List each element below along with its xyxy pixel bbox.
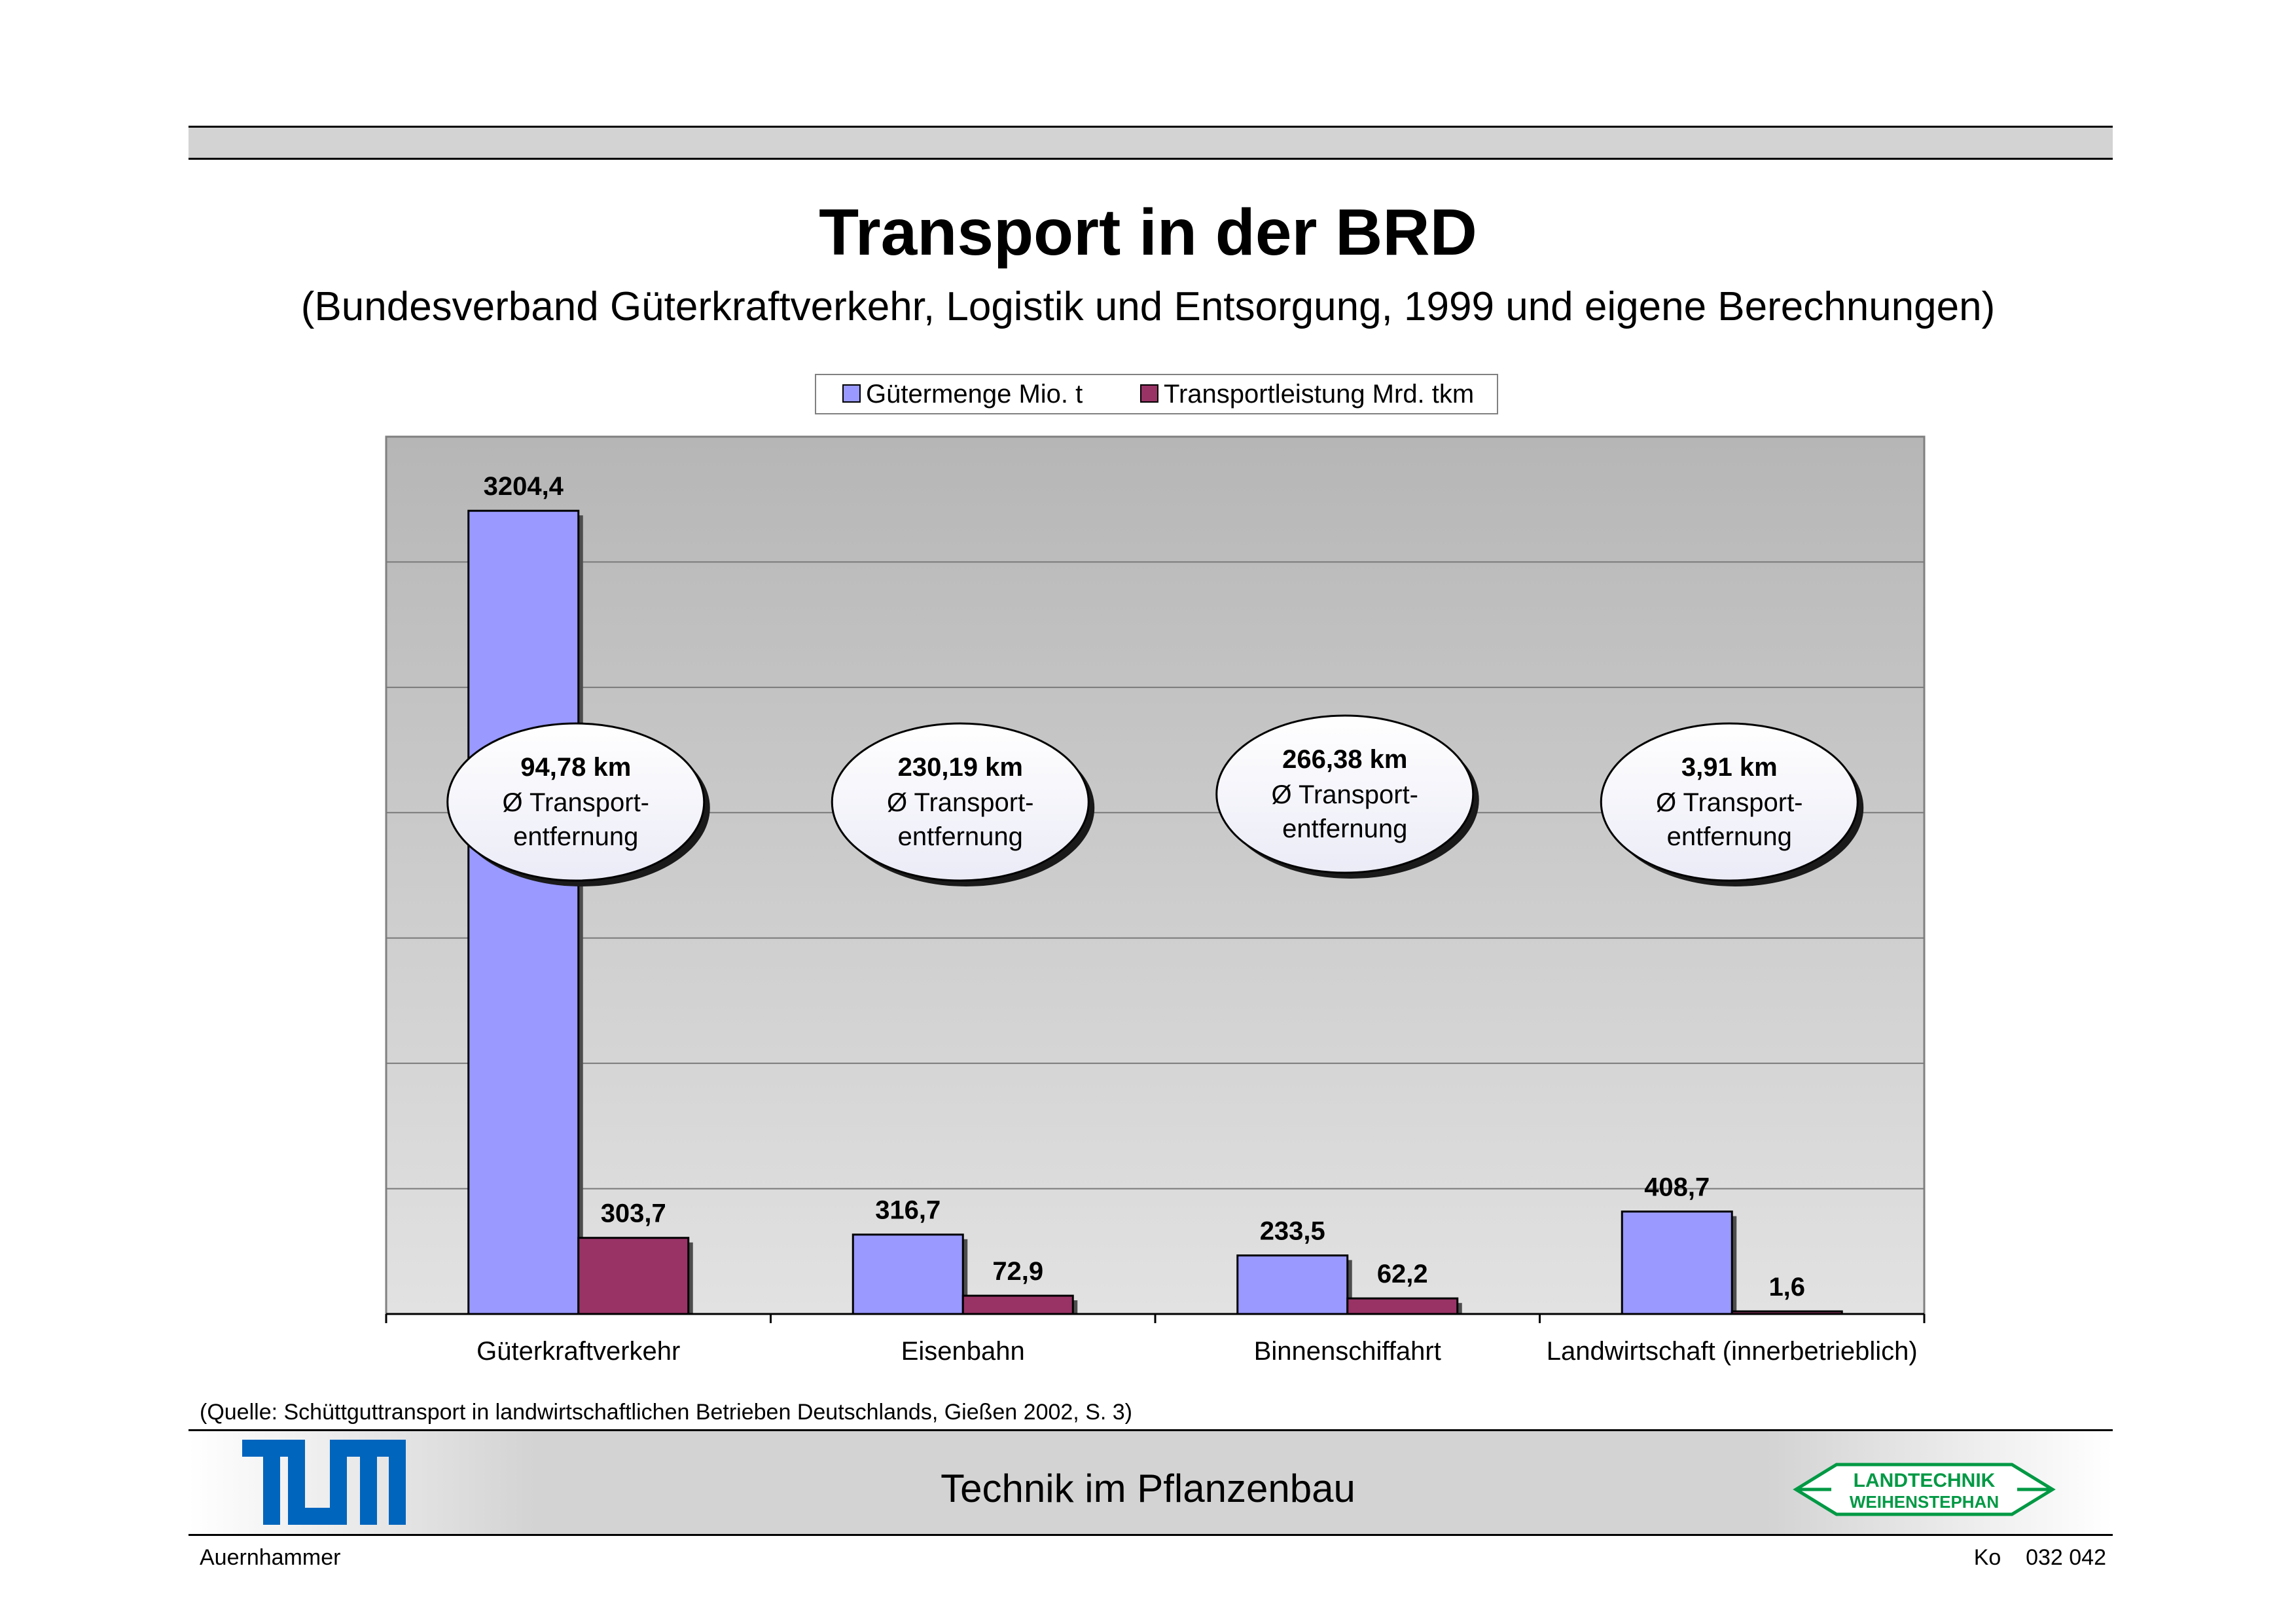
legend-item-guetermenge: Gütermenge Mio. t: [842, 375, 1083, 413]
chart-legend: Gütermenge Mio. t Transportleistung Mrd.…: [815, 374, 1498, 414]
legend-label-transportleistung: Transportleistung Mrd. tkm: [1164, 380, 1475, 409]
annotation-ellipse-4: 3,91 km Ø Transport-entfernung: [1600, 722, 1864, 886]
landtechnik-weihenstephan-logo: LANDTECHNIK WEIHENSTEPHAN: [1793, 1463, 2056, 1516]
x-tick-label-binnenschiffahrt: Binnenschiffahrt: [1254, 1337, 1441, 1366]
data-label-landwirtschaft-innerbetrieblich-series-1: 408,7: [1644, 1173, 1710, 1202]
annotation-ellipse-3: 266,38 km Ø Transport-entfernung: [1215, 714, 1479, 879]
bar-binnenschiffahrt-series-1: [1236, 1254, 1349, 1315]
legend-item-transportleistung: Transportleistung Mrd. tkm: [1140, 375, 1474, 413]
annotation-label-line2: entfernung: [1282, 814, 1407, 843]
annotation-distance: 266,38 km: [1282, 745, 1407, 774]
footer-author: Auernhammer: [200, 1545, 341, 1570]
source-note: (Quelle: Schüttguttransport in landwirts…: [200, 1400, 1132, 1425]
annotation-label-line2: entfernung: [513, 822, 638, 851]
annotation-ellipse-1: 94,78 km Ø Transport-entfernung: [446, 722, 710, 886]
footer-band: [188, 1429, 2113, 1536]
annotation-label-line2: entfernung: [1667, 822, 1792, 851]
data-label-binnenschiffahrt-series-2: 62,2: [1377, 1260, 1428, 1288]
annotation-bubble: [1215, 714, 1475, 874]
bar-eisenbahn-series-2: [961, 1294, 1074, 1315]
annotation-label-line1: Ø Transport-: [1271, 780, 1418, 809]
annotation-bubble: [446, 722, 706, 882]
footer-slide-code: Ko 032 042: [1973, 1545, 2106, 1570]
annotation-distance: 230,19 km: [898, 753, 1023, 782]
x-tick-label-landwirtschaft-innerbetrieblich: Landwirtschaft (innerbetrieblich): [1547, 1337, 1918, 1366]
page-title: Transport in der BRD: [819, 196, 1477, 269]
legend-label-guetermenge: Gütermenge Mio. t: [866, 380, 1083, 409]
data-label-g-terkraftverkehr-series-1: 3204,4: [484, 472, 564, 501]
bar-landwirtschaft-innerbetrieblich-series-1: [1621, 1211, 1733, 1315]
footer-title: Technik im Pflanzenbau: [941, 1467, 1355, 1510]
page-subtitle: (Bundesverband Güterkraftverkehr, Logist…: [300, 284, 1996, 329]
legend-swatch-guetermenge: [842, 384, 861, 403]
bar-g-terkraftverkehr-series-1: [467, 509, 580, 1315]
data-label-eisenbahn-series-2: 72,9: [992, 1257, 1043, 1286]
data-label-binnenschiffahrt-series-1: 233,5: [1260, 1217, 1325, 1246]
x-tick-label-eisenbahn: Eisenbahn: [901, 1337, 1025, 1366]
annotation-distance: 94,78 km: [520, 753, 631, 782]
annotation-label-line1: Ø Transport-: [1656, 788, 1803, 817]
annotation-distance: 3,91 km: [1681, 753, 1778, 782]
legend-swatch-transportleistung: [1140, 384, 1158, 403]
x-tick-label-g-terkraftverkehr: Güterkraftverkehr: [476, 1337, 680, 1366]
logo-text-weihenstephan: WEIHENSTEPHAN: [1850, 1492, 1999, 1512]
annotation-ellipse-2: 230,19 km Ø Transport-entfernung: [831, 722, 1095, 886]
data-label-eisenbahn-series-1: 316,7: [875, 1196, 941, 1225]
logo-text-landtechnik: LANDTECHNIK: [1854, 1470, 1996, 1491]
annotation-bubble: [831, 722, 1090, 882]
bar-binnenschiffahrt-series-2: [1346, 1297, 1459, 1315]
data-label-g-terkraftverkehr-series-2: 303,7: [601, 1199, 666, 1228]
tum-logo: [242, 1440, 406, 1525]
bar-eisenbahn-series-1: [852, 1233, 964, 1315]
annotation-bubble: [1600, 722, 1859, 882]
header-bar: [188, 126, 2113, 160]
annotation-label-line2: entfernung: [898, 822, 1023, 851]
annotation-label-line1: Ø Transport-: [887, 788, 1034, 817]
annotation-label-line1: Ø Transport-: [502, 788, 649, 817]
data-label-landwirtschaft-innerbetrieblich-series-2: 1,6: [1768, 1273, 1805, 1302]
bar-g-terkraftverkehr-series-2: [577, 1237, 690, 1315]
